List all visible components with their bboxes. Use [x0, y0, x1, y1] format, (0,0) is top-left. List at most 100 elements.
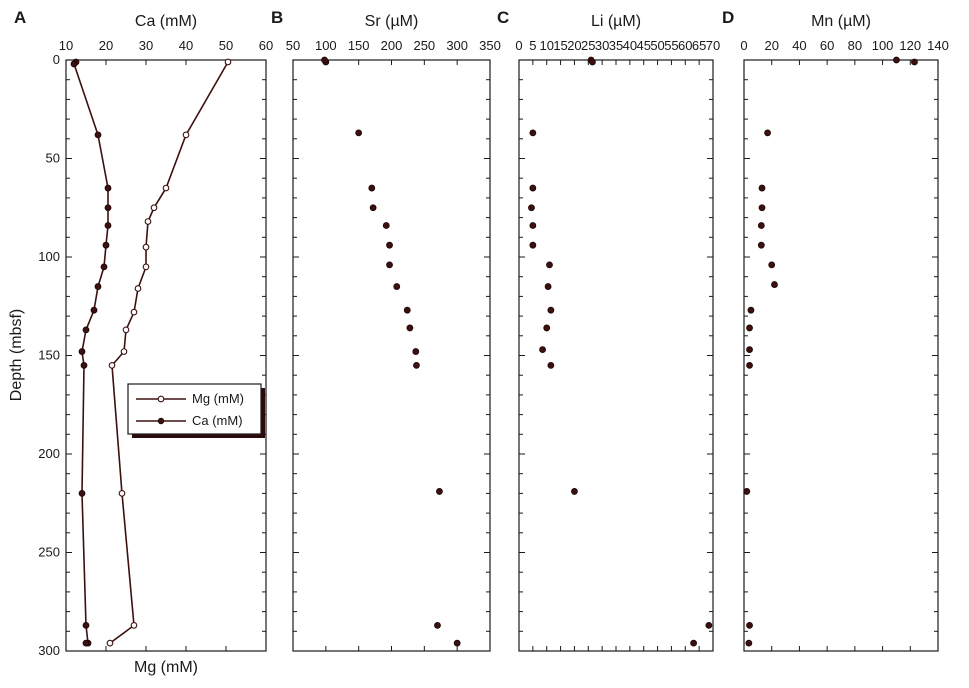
panel-d-data-point [746, 621, 753, 629]
panel-b-data-point [434, 621, 441, 629]
panel-b-data-point [406, 324, 414, 332]
panel-b-data-point [412, 348, 420, 355]
panel-d-xtick-label: 140 [927, 38, 949, 53]
panel-a-series-1-point [104, 222, 112, 229]
panel-a-series-0-point [134, 285, 142, 292]
panel-a-series-0-point [162, 184, 170, 192]
panel-d-xtick-label: 0 [740, 38, 747, 53]
panel-a-frame [65, 59, 267, 652]
panel-c-data-point [544, 283, 552, 290]
panel-d-xtick-label: 20 [764, 38, 778, 53]
panel-b-xtick-label: 150 [348, 38, 370, 53]
panel-d-xtick-label: 60 [820, 38, 834, 53]
panel-c-xtick-label: 50 [650, 38, 664, 53]
panel-a-series-0-point [142, 243, 150, 251]
panel-d-data-point [893, 56, 900, 64]
legend-item-label: Ca (mM) [192, 413, 243, 428]
panel-a-series-1-point [94, 283, 102, 290]
panel-a-series-1-point [104, 204, 112, 212]
panel-c-xtick-label: 40 [623, 38, 637, 53]
legend-item-label: Mg (mM) [192, 391, 244, 406]
legend-box [127, 383, 262, 435]
panel-a-bottom-axis-title: Mg (mM) [134, 659, 198, 676]
panel-c-xtick-label: 70 [706, 38, 720, 53]
panel-c-data-point [543, 324, 551, 332]
panel-a-top-axis-title: Ca (mM) [135, 13, 197, 30]
panel-b-xtick-label: 50 [286, 38, 300, 53]
panel-d-data-point [758, 184, 766, 192]
panel-a-series-1-point [82, 639, 90, 647]
y-tick-label: 300 [38, 643, 60, 658]
panel-a-series-0-point [142, 263, 150, 271]
panel-a-series-1-point [102, 241, 110, 249]
panel-a-series-0-point [150, 204, 158, 212]
panel-c-data-point [529, 129, 537, 137]
panel-c-data-point [528, 204, 535, 212]
panel-a-series-1-point [90, 306, 98, 314]
y-axis-label: Depth (mbsf) [8, 309, 25, 401]
panel-c-data-point [690, 639, 697, 647]
panel-d-data-point [745, 639, 753, 647]
panel-a-series-1-point [82, 326, 90, 334]
panel-c-data-point [589, 58, 596, 66]
panel-a-xtick-label: 10 [59, 38, 73, 53]
panel-d-data-point [746, 346, 753, 353]
panel-a-series-0-point [120, 348, 128, 355]
panel-c-data-point [529, 184, 537, 192]
panel-a-xtick-label: 20 [99, 38, 113, 53]
panel-a-series-0-point [130, 622, 138, 629]
panel-b-data-point [453, 639, 461, 647]
y-tick-label: 250 [38, 545, 60, 560]
panel-c-xtick-label: 35 [609, 38, 623, 53]
panel-d-data-point [764, 129, 771, 137]
panel-a-series-1-point [78, 489, 86, 497]
panel-c-xtick-label: 25 [581, 38, 595, 53]
panel-a-series-0-point [106, 639, 114, 647]
panel-c-xtick-label: 65 [692, 38, 706, 53]
y-tick-label: 100 [38, 249, 60, 264]
panel-d-data-point [758, 204, 766, 212]
panel-d-data-point [771, 281, 778, 288]
y-tick-label: 150 [38, 348, 60, 363]
panel-d-xtick-label: 100 [872, 38, 894, 53]
panel-d-data-point [746, 361, 753, 369]
panel-c-xtick-label: 0 [515, 38, 522, 53]
panel-c-letter: C [497, 8, 509, 27]
panel-d-data-point [757, 222, 765, 229]
panel-b-frame [292, 59, 491, 652]
panel-a-series-0-point [144, 218, 152, 225]
panel-b-top-axis-title: Sr (µM) [365, 13, 419, 30]
panel-b-xtick-label: 100 [315, 38, 337, 53]
panel-a-letter: A [14, 8, 26, 27]
panel-c-xtick-label: 5 [529, 38, 536, 53]
y-tick-label: 50 [46, 151, 60, 166]
panel-a-xtick-label: 60 [259, 38, 273, 53]
panel-b-data-point [386, 241, 393, 249]
panel-b-data-point [386, 261, 393, 269]
panel-c-data-point [547, 361, 555, 369]
panel-a-series-1-point [100, 263, 108, 271]
panel-c-frame [518, 59, 714, 652]
panel-b-letter: B [271, 8, 283, 27]
legend-ca-marker [157, 417, 165, 425]
panel-d-xtick-label: 120 [899, 38, 921, 53]
panel-b-data-point [382, 222, 390, 229]
panel-b-xtick-label: 350 [479, 38, 501, 53]
panel-c-top-axis-title: Li (µM) [591, 13, 641, 30]
panel-a-series-0-point [130, 308, 138, 316]
panel-b-data-point [403, 306, 411, 314]
panel-d-data-point [746, 324, 753, 332]
panel-b-data-point [369, 204, 377, 212]
panel-d-data-point [768, 261, 776, 269]
panel-c-xtick-label: 60 [678, 38, 692, 53]
panel-b-data-point [393, 283, 401, 290]
panel-c-data-point [571, 488, 578, 495]
panel-b-data-point [368, 184, 376, 192]
panel-d-xtick-label: 80 [848, 38, 862, 53]
panel-a-xtick-label: 40 [179, 38, 193, 53]
panel-d-data-point [743, 488, 751, 495]
panel-b-xtick-label: 250 [413, 38, 435, 53]
panel-d-data-point [747, 306, 755, 314]
